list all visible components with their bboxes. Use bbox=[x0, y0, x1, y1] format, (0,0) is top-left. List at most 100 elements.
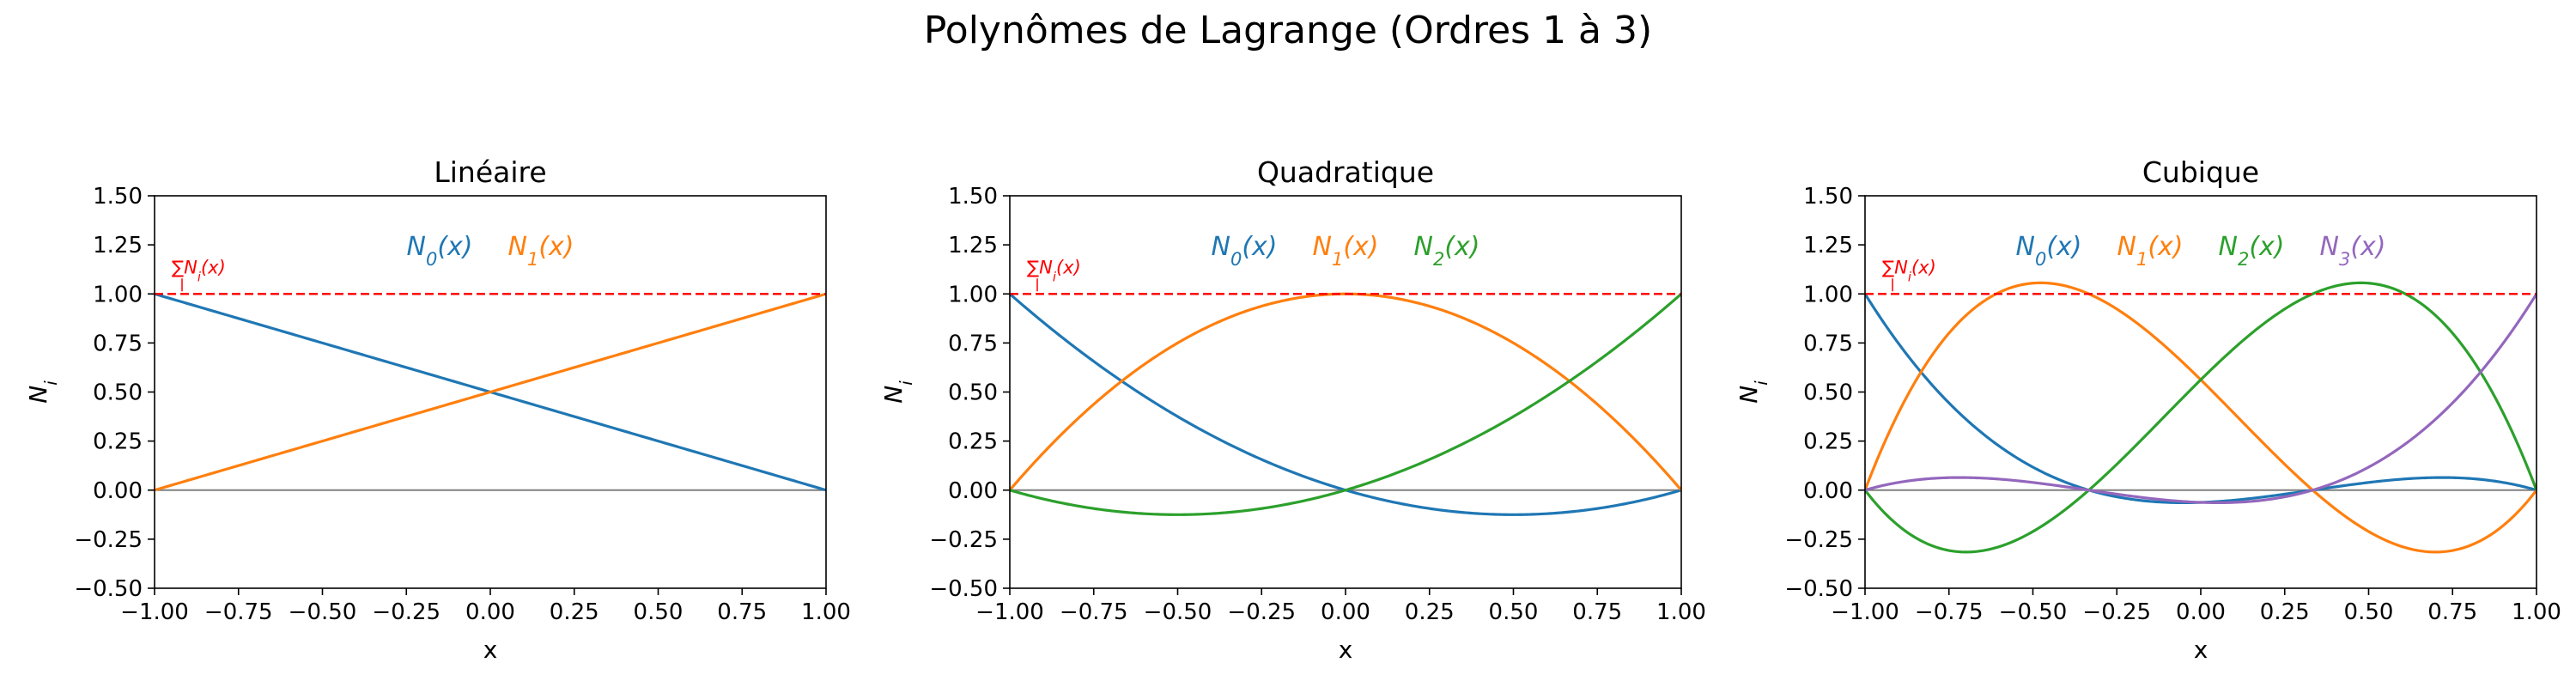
y-tick-label: 1.50 bbox=[93, 184, 143, 210]
x-tick-label: −0.75 bbox=[204, 599, 273, 625]
legend-arg: (x) bbox=[538, 232, 574, 262]
legend-entry-n2: N2(x) bbox=[2219, 232, 2285, 270]
panel-title: Cubique bbox=[2142, 155, 2259, 189]
x-tick-label: −0.50 bbox=[289, 599, 357, 625]
y-tick-label: 0.00 bbox=[93, 478, 143, 504]
y-axis-label: Ni bbox=[879, 380, 916, 404]
legend-name: N bbox=[2219, 232, 2238, 262]
legend-name: N bbox=[2320, 232, 2339, 262]
figure-title: Polynômes de Lagrange (Ordres 1 à 3) bbox=[924, 9, 1652, 52]
series-line-n2 bbox=[1010, 293, 1681, 516]
plot-area bbox=[155, 292, 826, 492]
legend-name: N bbox=[1212, 232, 1230, 262]
series-line-n1 bbox=[1010, 292, 1681, 491]
sum-label-name: N bbox=[184, 257, 197, 277]
sum-symbol: ∑ bbox=[1027, 257, 1039, 277]
x-tick-label: −0.25 bbox=[1227, 599, 1296, 625]
series-line-n2 bbox=[1865, 281, 2537, 554]
legend-arg: (x) bbox=[1242, 232, 1277, 262]
legend-name: N bbox=[1414, 232, 1433, 262]
legend-name: N bbox=[1313, 232, 1332, 262]
legend-entry-n1: N1(x) bbox=[508, 232, 574, 270]
x-tick-label: −0.50 bbox=[1144, 599, 1212, 625]
legend-name: N bbox=[2016, 232, 2035, 262]
y-tick-label: 1.00 bbox=[1803, 282, 1853, 307]
panel-0: Linéaire∑Ni(x)N0(x) N1(x)−1.00 −0.75 −0.50−… bbox=[24, 155, 851, 664]
legend-arg: (x) bbox=[2046, 232, 2081, 262]
y-tick-label: −0.25 bbox=[929, 527, 998, 553]
y-tick-label: −0.50 bbox=[1784, 576, 1853, 602]
y-tick-label: 1.25 bbox=[1803, 233, 1853, 258]
x-tick-label: 1.00 bbox=[1656, 599, 1706, 625]
sum-label: ∑Ni(x) bbox=[1882, 257, 1936, 284]
y-tick-label: 0.50 bbox=[93, 380, 143, 406]
x-tick-label: 0.25 bbox=[2260, 599, 2310, 625]
x-tick-label: 0.75 bbox=[2427, 599, 2477, 625]
y-tick-label: 1.25 bbox=[948, 233, 998, 258]
x-tick-label: −0.75 bbox=[1060, 599, 1128, 625]
legend-arg: (x) bbox=[2249, 232, 2284, 262]
legend-arg: (x) bbox=[2350, 232, 2385, 262]
y-tick-label: 0.75 bbox=[948, 331, 998, 356]
x-tick-label: 0.00 bbox=[2176, 599, 2226, 625]
x-tick-label: 0.50 bbox=[2344, 599, 2394, 625]
sum-label-arg: (x) bbox=[1056, 257, 1081, 277]
x-tick-label: 1.00 bbox=[2512, 599, 2561, 625]
series-line-n3 bbox=[1865, 293, 2537, 505]
y-tick-label: 0.25 bbox=[948, 429, 998, 455]
x-tick-label: 1.00 bbox=[801, 599, 851, 625]
panel-title: Linéaire bbox=[434, 155, 546, 189]
sum-label-name: N bbox=[1039, 257, 1053, 277]
legend-sub: 1 bbox=[527, 249, 538, 270]
x-tick-label: 0.50 bbox=[1489, 599, 1539, 625]
series-line-n0 bbox=[1010, 293, 1681, 516]
y-tick-label: 0.00 bbox=[1803, 478, 1853, 504]
legend-sub: 1 bbox=[1332, 249, 1343, 270]
x-axis-label: x bbox=[1339, 635, 1353, 664]
y-tick-label: −0.50 bbox=[929, 576, 998, 602]
x-tick-label: −1.00 bbox=[1831, 599, 1899, 625]
y-tick-label: 0.75 bbox=[1803, 331, 1853, 356]
y-axis-label-name: N bbox=[879, 386, 908, 404]
legend-name: N bbox=[2117, 232, 2136, 262]
legend-sub: 3 bbox=[2339, 249, 2350, 270]
x-tick-label: −0.75 bbox=[1915, 599, 1984, 625]
x-tick-label: 0.50 bbox=[634, 599, 683, 625]
y-tick-label: 1.00 bbox=[93, 282, 143, 307]
x-tick-label: −0.25 bbox=[372, 599, 440, 625]
y-tick-label: 0.25 bbox=[93, 429, 143, 455]
y-tick-label: 0.75 bbox=[93, 331, 143, 356]
sum-label: ∑Ni(x) bbox=[1027, 257, 1081, 284]
y-tick-label: 0.50 bbox=[1803, 380, 1853, 406]
x-tick-label: 0.75 bbox=[1572, 599, 1622, 625]
legend-entry-n1: N1(x) bbox=[1313, 232, 1379, 270]
legend-name: N bbox=[407, 232, 426, 262]
y-axis-label: Ni bbox=[24, 380, 61, 404]
y-axis-label-sub: i bbox=[41, 380, 61, 386]
y-tick-label: 1.25 bbox=[93, 233, 143, 258]
sum-symbol: ∑ bbox=[172, 257, 184, 277]
x-axis-label: x bbox=[2194, 635, 2208, 664]
legend-sub: 1 bbox=[2136, 249, 2148, 270]
panel-1: Quadratique∑Ni(x)N0(x) N1(x) N2(x)−1.00 −0.… bbox=[879, 155, 1706, 664]
legend-name: N bbox=[508, 232, 527, 262]
sum-label-name: N bbox=[1894, 257, 1908, 277]
sum-label-sub: i bbox=[197, 270, 202, 284]
legend-entry-n3: N3(x) bbox=[2320, 232, 2386, 270]
legend-entry-n0: N0(x) bbox=[1212, 232, 1278, 270]
y-tick-label: 0.00 bbox=[948, 478, 998, 504]
legend-sub: 0 bbox=[1230, 249, 1242, 270]
y-tick-label: −0.25 bbox=[1784, 527, 1853, 553]
x-tick-label: −1.00 bbox=[120, 599, 189, 625]
plot-area bbox=[1865, 281, 2537, 554]
legend-arg: (x) bbox=[1343, 232, 1378, 262]
x-tick-label: 0.25 bbox=[1405, 599, 1455, 625]
sum-label-sub: i bbox=[1053, 270, 1057, 284]
legend-sub: 2 bbox=[1433, 249, 1444, 270]
legend-arg: (x) bbox=[1444, 232, 1479, 262]
sum-label-sub: i bbox=[1908, 270, 1912, 284]
x-tick-label: 0.00 bbox=[465, 599, 515, 625]
y-tick-label: 1.50 bbox=[948, 184, 998, 210]
y-tick-label: −0.25 bbox=[74, 527, 143, 553]
